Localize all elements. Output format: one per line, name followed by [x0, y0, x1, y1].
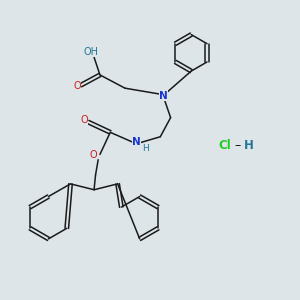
Text: O: O — [80, 115, 88, 125]
Text: O: O — [90, 150, 97, 160]
Text: –: – — [234, 139, 241, 152]
Text: O: O — [74, 81, 81, 91]
Text: N: N — [159, 91, 168, 100]
Text: OH: OH — [84, 47, 99, 57]
Text: N: N — [132, 137, 141, 147]
Text: Cl: Cl — [219, 139, 232, 152]
Text: H: H — [244, 139, 254, 152]
Text: H: H — [142, 144, 149, 153]
